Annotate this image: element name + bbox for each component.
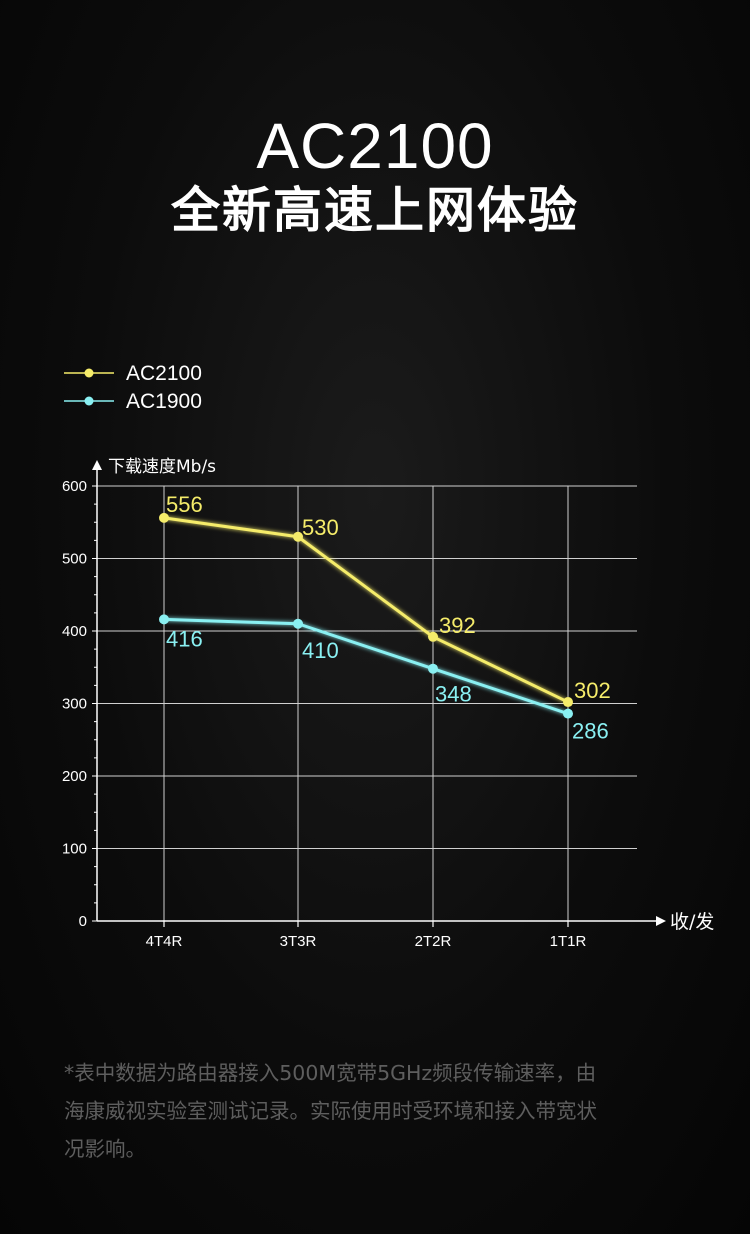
y-tick-label: 0 xyxy=(79,913,87,930)
x-tick-label: 3T3R xyxy=(280,933,317,950)
series-line-ac2100 xyxy=(163,516,569,704)
data-point-ac1900 xyxy=(159,614,169,625)
data-label-ac2100: 302 xyxy=(574,678,611,703)
y-axis-title: 下载速度Mb/s xyxy=(108,457,216,477)
data-label-ac1900: 416 xyxy=(166,626,203,651)
legend-label-ac1900: AC1900 xyxy=(126,390,202,413)
data-label-ac1900: 348 xyxy=(435,682,472,707)
y-tick-label: 300 xyxy=(62,696,87,713)
data-point-ac2100 xyxy=(293,531,303,542)
data-point-ac2100 xyxy=(428,631,438,642)
legend-marker-ac1900 xyxy=(84,396,94,406)
chart-axes xyxy=(92,460,666,927)
data-point-ac1900 xyxy=(428,663,438,674)
chart-series xyxy=(159,512,573,719)
y-tick-label: 600 xyxy=(62,478,87,495)
footnote: *表中数据为路由器接入500M宽带5GHz频段传输速率，由 海康威视实验室测试记… xyxy=(64,1061,597,1161)
x-tick-label: 2T2R xyxy=(415,933,452,950)
data-label-ac2100: 392 xyxy=(439,613,476,638)
data-point-ac1900 xyxy=(293,618,303,629)
chart-labels: 0 100 200 300 400 500 600 下载速度Mb/s 4T4R 3T3R 2T2R 1… xyxy=(62,457,714,950)
data-point-ac1900 xyxy=(563,708,573,719)
page-title: AC2100 xyxy=(256,110,494,182)
page-subtitle: 全新高速上网体验 xyxy=(170,182,579,239)
chart-legend: AC2100 AC1900 xyxy=(64,362,202,413)
y-tick-label: 200 xyxy=(62,768,87,785)
x-axis-arrow-icon xyxy=(656,916,666,926)
y-tick-label: 500 xyxy=(62,551,87,568)
data-point-ac2100 xyxy=(563,697,573,708)
y-axis-arrow-icon xyxy=(92,460,102,470)
speed-line-chart: AC2100 AC1900 0 100 200 300 400 500 600 下载速度Mb/s… xyxy=(62,362,714,950)
x-axis-title: 收/发 xyxy=(670,911,714,933)
data-point-ac2100 xyxy=(159,512,169,523)
x-tick-label: 4T4R xyxy=(146,933,183,950)
x-tick-label: 1T1R xyxy=(550,933,587,950)
y-tick-label: 400 xyxy=(62,623,87,640)
y-tick-label: 100 xyxy=(62,841,87,858)
data-label-ac2100: 556 xyxy=(166,492,203,517)
legend-label-ac2100: AC2100 xyxy=(126,362,202,385)
legend-marker-ac2100 xyxy=(84,368,94,378)
data-label-ac2100: 530 xyxy=(302,515,339,540)
chart-grid xyxy=(97,485,637,921)
data-label-ac1900: 286 xyxy=(572,719,609,744)
data-label-ac1900: 410 xyxy=(302,638,339,663)
series-line-ac1900 xyxy=(163,617,569,716)
